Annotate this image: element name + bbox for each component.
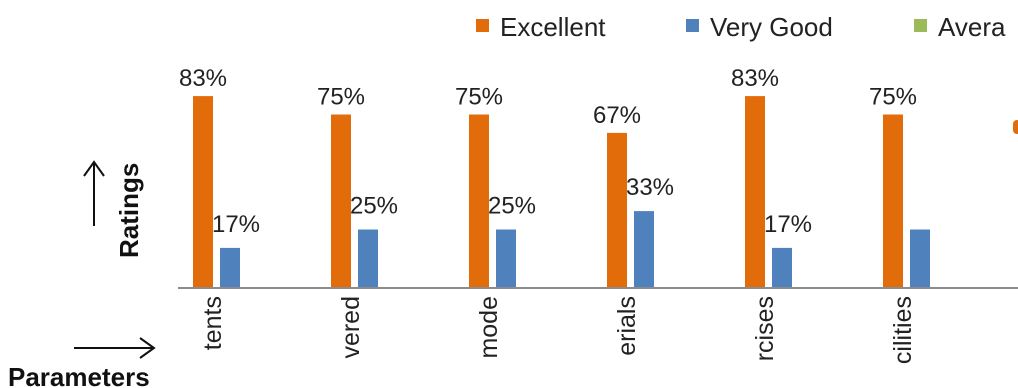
data-label: 17% — [764, 211, 812, 238]
bar-excellent-0 — [193, 96, 213, 287]
category-label: rcises — [751, 296, 779, 361]
legend-swatch — [476, 19, 489, 32]
data-label: 17% — [212, 211, 260, 238]
data-label: 33% — [626, 174, 674, 201]
category-label: vered — [337, 296, 365, 359]
legend-label: Avera — [938, 12, 1006, 42]
legend-label: Very Good — [710, 12, 833, 42]
bar-very-good-0 — [220, 247, 240, 287]
bar-excellent-3 — [607, 132, 627, 287]
data-label: 25% — [488, 193, 536, 220]
category-label: erials — [613, 296, 641, 356]
y-axis-arrow-icon — [83, 160, 105, 226]
x-axis-arrow-icon — [74, 337, 156, 359]
bars — [193, 96, 1018, 287]
bar-excellent-1 — [331, 114, 351, 287]
category-label: tents — [199, 296, 227, 350]
bar-very-good-1 — [358, 229, 378, 287]
value-labels: 83% 75% 75% 67% 83% 75% 17% 25% 25% 33% 17% — [179, 65, 917, 238]
data-label: 67% — [593, 102, 641, 129]
bar-excellent-6 — [1013, 120, 1018, 134]
category-labels: tents vered mode erials rcises cilities — [199, 296, 917, 364]
legend-swatch — [686, 19, 699, 32]
x-axis-title: Parameters — [8, 362, 150, 388]
legend: Excellent Very Good Avera — [476, 12, 1006, 42]
category-label: mode — [475, 296, 503, 359]
bar-excellent-2 — [469, 114, 489, 287]
legend-swatch — [914, 19, 927, 32]
bar-very-good-3 — [634, 211, 654, 287]
bar-very-good-4 — [772, 247, 792, 287]
data-label: 83% — [731, 65, 779, 92]
data-label: 75% — [455, 84, 503, 111]
y-axis-title: Ratings — [114, 163, 144, 258]
bar-excellent-5 — [883, 114, 903, 287]
data-label: 25% — [350, 193, 398, 220]
data-label: 83% — [179, 65, 227, 92]
data-label: 75% — [317, 84, 365, 111]
bar-very-good-2 — [496, 229, 516, 287]
bar-excellent-4 — [745, 96, 765, 287]
category-label: cilities — [889, 296, 917, 364]
legend-label: Excellent — [500, 12, 606, 42]
data-label: 75% — [869, 84, 917, 111]
bar-very-good-5 — [910, 229, 930, 287]
